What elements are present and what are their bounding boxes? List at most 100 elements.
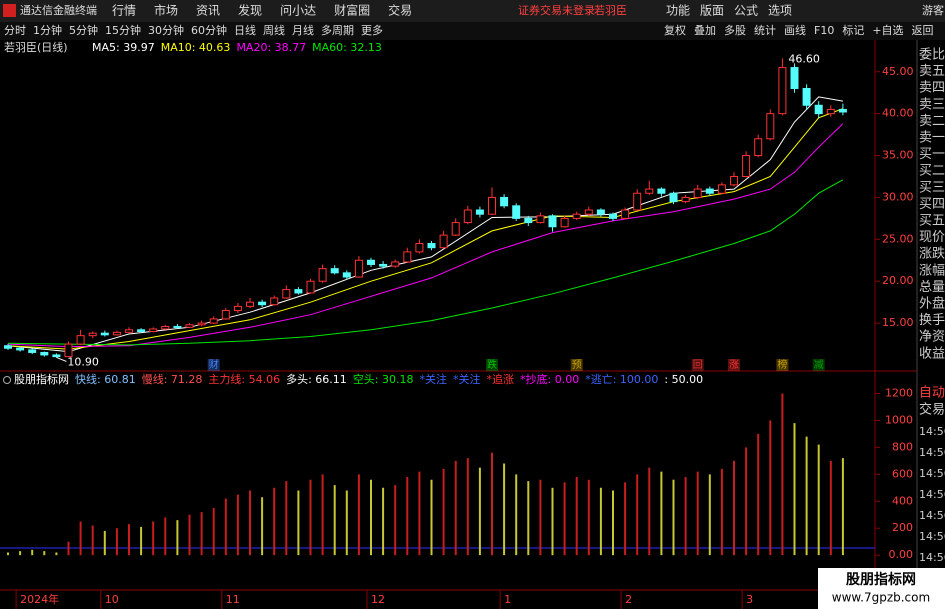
time-label: 14:56 <box>919 488 945 501</box>
sidebar-item[interactable]: 买一 <box>919 147 945 162</box>
ma-legend: MA20: 38.77 <box>236 41 306 54</box>
sidebar-item[interactable]: 委比 <box>919 48 945 63</box>
period-button[interactable]: 1分钟 <box>33 23 62 37</box>
sidebar-item[interactable]: 外盘 <box>919 296 945 312</box>
candle-body <box>64 343 73 358</box>
candle-body <box>451 222 460 236</box>
tool-button[interactable]: 叠加 <box>694 24 716 37</box>
candle-body <box>548 215 557 228</box>
event-marker[interactable]: 回 <box>693 359 703 371</box>
candle-body <box>233 305 242 312</box>
period-button[interactable]: 周线 <box>263 23 285 37</box>
period-button[interactable]: 60分钟 <box>191 23 227 37</box>
stock-name: 若羽臣 <box>594 4 627 17</box>
menu-item[interactable]: 市场 <box>154 3 178 18</box>
candle-body <box>100 332 109 336</box>
sidebar-item[interactable]: 现价 <box>919 230 945 245</box>
user[interactable]: 游客 <box>922 3 944 17</box>
period-button[interactable]: 30分钟 <box>148 23 184 37</box>
candle-body <box>560 217 569 228</box>
sidebar-item[interactable]: 买二 <box>919 164 945 179</box>
candle-body <box>766 113 775 140</box>
sidebar-item[interactable]: 涨跌 <box>919 246 945 262</box>
ma-legend: MA60: 32.13 <box>312 41 382 54</box>
period-button[interactable]: 分时 <box>4 24 26 37</box>
candle-body <box>475 209 484 215</box>
sidebar-item[interactable]: 净资 <box>919 330 945 345</box>
sidebar-item[interactable]: 涨幅 <box>919 263 945 278</box>
menu-item[interactable]: 问小达 <box>280 4 316 18</box>
event-marker-box <box>812 359 825 371</box>
menu-item[interactable]: 交易 <box>388 3 412 18</box>
tool-button[interactable]: +自选 <box>872 24 903 37</box>
candle-body <box>367 259 375 265</box>
candle-body <box>778 67 787 115</box>
sidebar-item[interactable]: 卖二 <box>919 114 945 129</box>
tool-button[interactable]: 多股 <box>724 23 746 37</box>
event-marker-box <box>728 359 740 371</box>
high-label: 46.60 <box>788 52 820 65</box>
logo <box>3 4 16 17</box>
tool-button[interactable]: 复权 <box>664 23 686 37</box>
trade-status[interactable]: 证券交易未登录 <box>518 3 595 17</box>
sidebar-item[interactable]: 总量 <box>919 280 945 295</box>
period-button[interactable]: 5分钟 <box>69 23 98 37</box>
sidebar-item[interactable]: 买三 <box>919 180 945 195</box>
menu-item[interactable]: 功能 <box>666 4 690 18</box>
event-marker[interactable]: 涨 <box>729 359 739 371</box>
auto-trade[interactable]: 自动 <box>919 386 945 401</box>
candle-body <box>40 351 49 356</box>
event-marker[interactable]: 跌 <box>487 358 497 371</box>
title-bar <box>0 0 945 22</box>
sidebar-item[interactable]: 收益 <box>919 346 945 361</box>
sidebar-item[interactable]: 买五 <box>919 214 945 229</box>
tool-button[interactable]: 返回 <box>912 24 934 37</box>
candle-body <box>282 289 291 299</box>
period-button[interactable]: 多周期 <box>321 23 354 37</box>
event-marker[interactable]: 财 <box>209 358 219 371</box>
sidebar-item[interactable]: 卖五 <box>919 64 945 79</box>
event-marker[interactable]: 榜 <box>777 358 787 371</box>
event-marker[interactable]: 预 <box>572 359 582 371</box>
candle-body <box>802 88 811 106</box>
menu-item[interactable]: 资讯 <box>196 4 220 18</box>
tool-button[interactable]: 统计 <box>754 24 776 37</box>
candle-body <box>149 328 158 332</box>
y-tick-label: 0.00 <box>889 548 914 561</box>
menu-item[interactable]: 行情 <box>112 4 136 18</box>
sidebar-item[interactable]: 买四 <box>919 197 945 212</box>
time-label: 14:56 <box>919 446 945 459</box>
watermark-name: 股朋指标网 <box>846 571 916 588</box>
y-tick-label: 40.00 <box>882 107 914 120</box>
watermark-box <box>818 568 945 609</box>
menu-item[interactable]: 财富圈 <box>334 3 370 18</box>
period-button[interactable]: 月线 <box>292 23 314 37</box>
auto-trade[interactable]: 交易 <box>919 402 945 418</box>
tool-button[interactable]: 标记 <box>842 23 864 37</box>
y-tick-label: 45.00 <box>882 65 914 78</box>
period-button[interactable]: 15分钟 <box>105 23 141 37</box>
candle-body <box>391 261 400 267</box>
candle-body <box>838 108 847 113</box>
candle-body <box>826 108 835 115</box>
app-name: 通达信金融终端 <box>20 3 97 17</box>
sidebar-item[interactable]: 卖一 <box>919 131 945 146</box>
sidebar-item[interactable]: 卖四 <box>919 81 945 96</box>
period-button[interactable]: 更多 <box>361 23 383 37</box>
sidebar-item[interactable]: 换手 <box>919 313 945 328</box>
candle-body <box>270 297 279 306</box>
event-marker[interactable]: 减 <box>814 359 824 371</box>
menu-item[interactable]: 发现 <box>238 3 262 18</box>
candle-body <box>524 217 533 224</box>
tool-button[interactable]: F10 <box>814 24 834 37</box>
menu-item[interactable]: 公式 <box>734 4 758 18</box>
period-button[interactable]: 日线 <box>234 23 256 37</box>
y-tick-label: 30.00 <box>882 190 914 203</box>
indicator-header: *追涨 <box>487 372 515 386</box>
candle-body <box>500 196 509 207</box>
menu-item[interactable]: 选项 <box>768 4 792 18</box>
sidebar-item[interactable]: 卖三 <box>919 97 945 112</box>
tool-button[interactable]: 画线 <box>784 23 806 37</box>
menu-item[interactable]: 版面 <box>700 4 724 18</box>
event-marker-box <box>691 359 704 371</box>
